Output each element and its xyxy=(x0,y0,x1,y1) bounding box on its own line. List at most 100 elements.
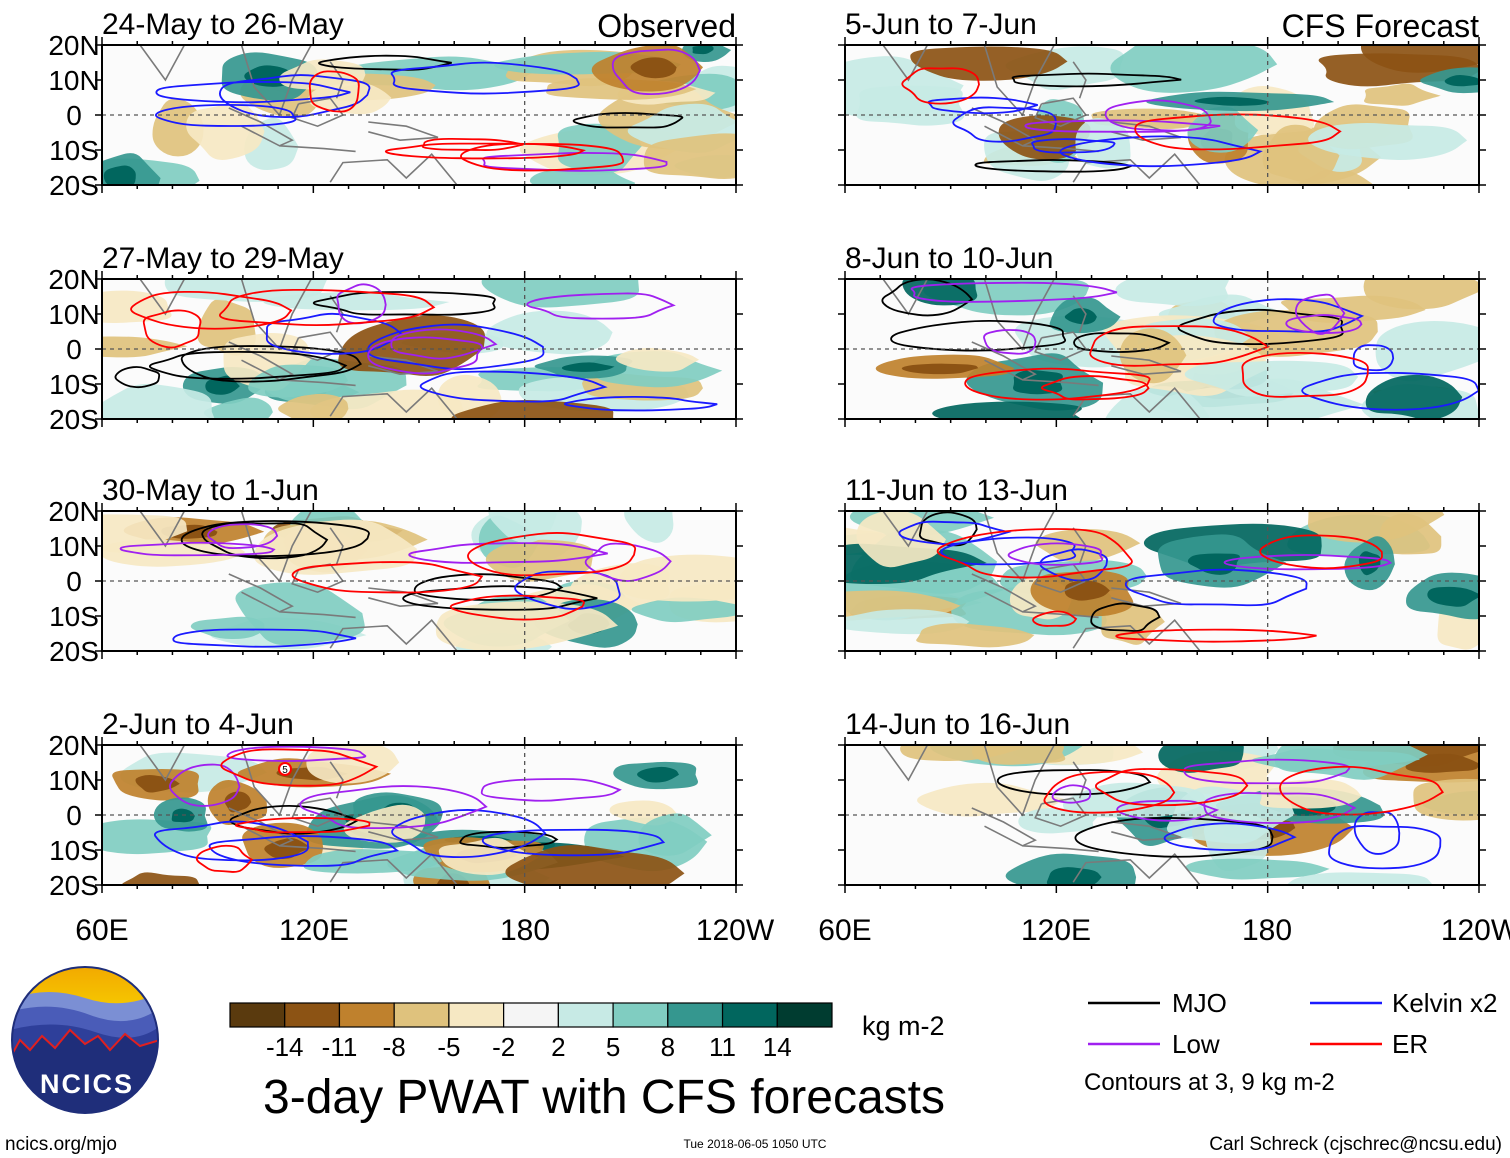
contour-kelvin-x2 xyxy=(172,628,357,648)
colorbar-swatch xyxy=(721,1002,778,1028)
map-panel: 20N 10N 0 10S 20S 24-May to 26-May Observed xyxy=(48,8,743,201)
map-panel: 14-Jun to 16-Jun xyxy=(838,708,1486,893)
contour-kelvin-x2 xyxy=(940,536,1077,566)
contour-kelvin-x2 xyxy=(391,809,547,859)
y-tick-label: 0 xyxy=(66,800,82,831)
anomaly-shading xyxy=(1110,45,1278,93)
contour-low xyxy=(1183,758,1351,785)
anomaly-shading xyxy=(263,291,450,311)
footer-credit: Carl Schreck (cjschrec@ncsu.edu) xyxy=(1209,1134,1502,1155)
contour-mjo xyxy=(1011,72,1182,88)
coastline xyxy=(279,611,356,619)
contour-er xyxy=(936,528,1133,579)
anomaly-shading xyxy=(643,133,736,179)
contour-kelvin-x2 xyxy=(155,104,297,127)
anomaly-shading xyxy=(435,601,618,651)
contour-kelvin-x2 xyxy=(154,820,309,862)
anomaly-shading xyxy=(451,400,615,419)
contour-kelvin-x2 xyxy=(419,370,608,403)
contour-er xyxy=(1279,765,1444,816)
panel-period: 5-Jun to 7-Jun xyxy=(845,8,1037,41)
y-tick-label: 20N xyxy=(48,264,99,295)
anomaly-shading xyxy=(254,519,417,575)
x-tick-label-right-120w: 120W xyxy=(1441,914,1510,947)
contour-kelvin-x2 xyxy=(1212,298,1365,333)
contour-er xyxy=(467,532,637,577)
contour-mjo xyxy=(148,351,348,380)
coastline xyxy=(329,619,458,651)
colorbar-label: -2 xyxy=(492,1032,515,1062)
contour-low xyxy=(1104,99,1212,132)
anomaly-shading xyxy=(932,401,1082,419)
contour-mjo xyxy=(890,319,1067,352)
contour-low xyxy=(367,336,483,375)
contour-mjo xyxy=(1073,332,1171,353)
contour-low xyxy=(336,283,387,325)
contour-er xyxy=(964,367,1151,401)
contour-kelvin-x2 xyxy=(390,61,580,95)
contour-low xyxy=(119,541,276,557)
coastline xyxy=(368,587,439,608)
coastline xyxy=(1072,61,1087,99)
coastline xyxy=(139,745,186,782)
anomaly-shading xyxy=(631,597,736,623)
anomaly-shading-core xyxy=(224,791,252,813)
coastline xyxy=(1072,761,1087,799)
colorbar-label: 2 xyxy=(551,1032,565,1062)
anomaly-shading xyxy=(1274,745,1428,780)
map-panel: 5-Jun to 7-Jun CFS Forecast xyxy=(838,8,1486,193)
ncics-logo: NCICS xyxy=(11,966,159,1114)
contour-low xyxy=(526,292,676,320)
contour-er xyxy=(308,70,360,113)
contour-er xyxy=(291,561,484,594)
anomaly-shading xyxy=(856,511,946,568)
anomaly-shading xyxy=(121,872,200,885)
contour-er xyxy=(1115,628,1317,643)
anomaly-shading xyxy=(1075,118,1131,169)
contour-kelvin-x2 xyxy=(208,835,400,867)
anomaly-shading-core xyxy=(1013,370,1063,395)
colorbar-label: 14 xyxy=(763,1032,792,1062)
contour-mjo xyxy=(402,585,598,611)
contour-kelvin-x2 xyxy=(898,520,1012,546)
panel-period: 27-May to 29-May xyxy=(102,242,344,275)
colorbar-label: -14 xyxy=(266,1032,304,1062)
map-panel: 20N 10N 0 10S 20S 30-May to 1-Jun xyxy=(48,474,743,667)
coastline xyxy=(139,279,186,316)
anomaly-shading xyxy=(1375,321,1479,382)
contour-mjo xyxy=(229,804,360,835)
anomaly-shading xyxy=(1307,511,1445,543)
contour-er xyxy=(195,844,254,873)
contour-kelvin-x2 xyxy=(564,395,718,412)
coastline xyxy=(368,121,439,142)
coastline xyxy=(139,511,186,548)
y-tick-label: 0 xyxy=(66,100,82,131)
y-tick-label: 0 xyxy=(66,566,82,597)
anomaly-shading-core xyxy=(630,57,677,79)
colorbar-swatch xyxy=(448,1002,505,1028)
anomaly-shading xyxy=(1286,872,1433,885)
x-tick-label-left-180: 180 xyxy=(500,914,550,947)
anomaly-shading xyxy=(638,813,712,856)
contour-mjo xyxy=(974,159,1135,173)
coastline xyxy=(882,45,929,82)
colorbar-label: -5 xyxy=(437,1032,460,1062)
contour-low xyxy=(1285,314,1363,334)
x-tick-label-left-120e: 120E xyxy=(279,914,349,947)
colorbar-swatch xyxy=(284,1002,341,1028)
contour-mjo xyxy=(572,112,684,129)
contour-mjo xyxy=(1090,602,1161,632)
coastline xyxy=(368,821,439,842)
contour-low xyxy=(482,152,668,172)
anomaly-shading xyxy=(102,336,188,358)
anomaly-shading xyxy=(618,554,736,602)
anomaly-shading xyxy=(1214,310,1378,357)
contour-low xyxy=(983,329,1037,355)
contour-mjo xyxy=(996,769,1152,796)
panel-period: 14-Jun to 16-Jun xyxy=(845,708,1070,741)
y-tick-label: 20S xyxy=(49,870,99,901)
map-panel: 20N 10N 0 10S 20S 2-Jun to 4-Jun 5 xyxy=(48,708,743,901)
panel-period: 8-Jun to 10-Jun xyxy=(845,242,1053,275)
contour-low xyxy=(390,328,498,360)
anomaly-shading xyxy=(1365,374,1463,419)
